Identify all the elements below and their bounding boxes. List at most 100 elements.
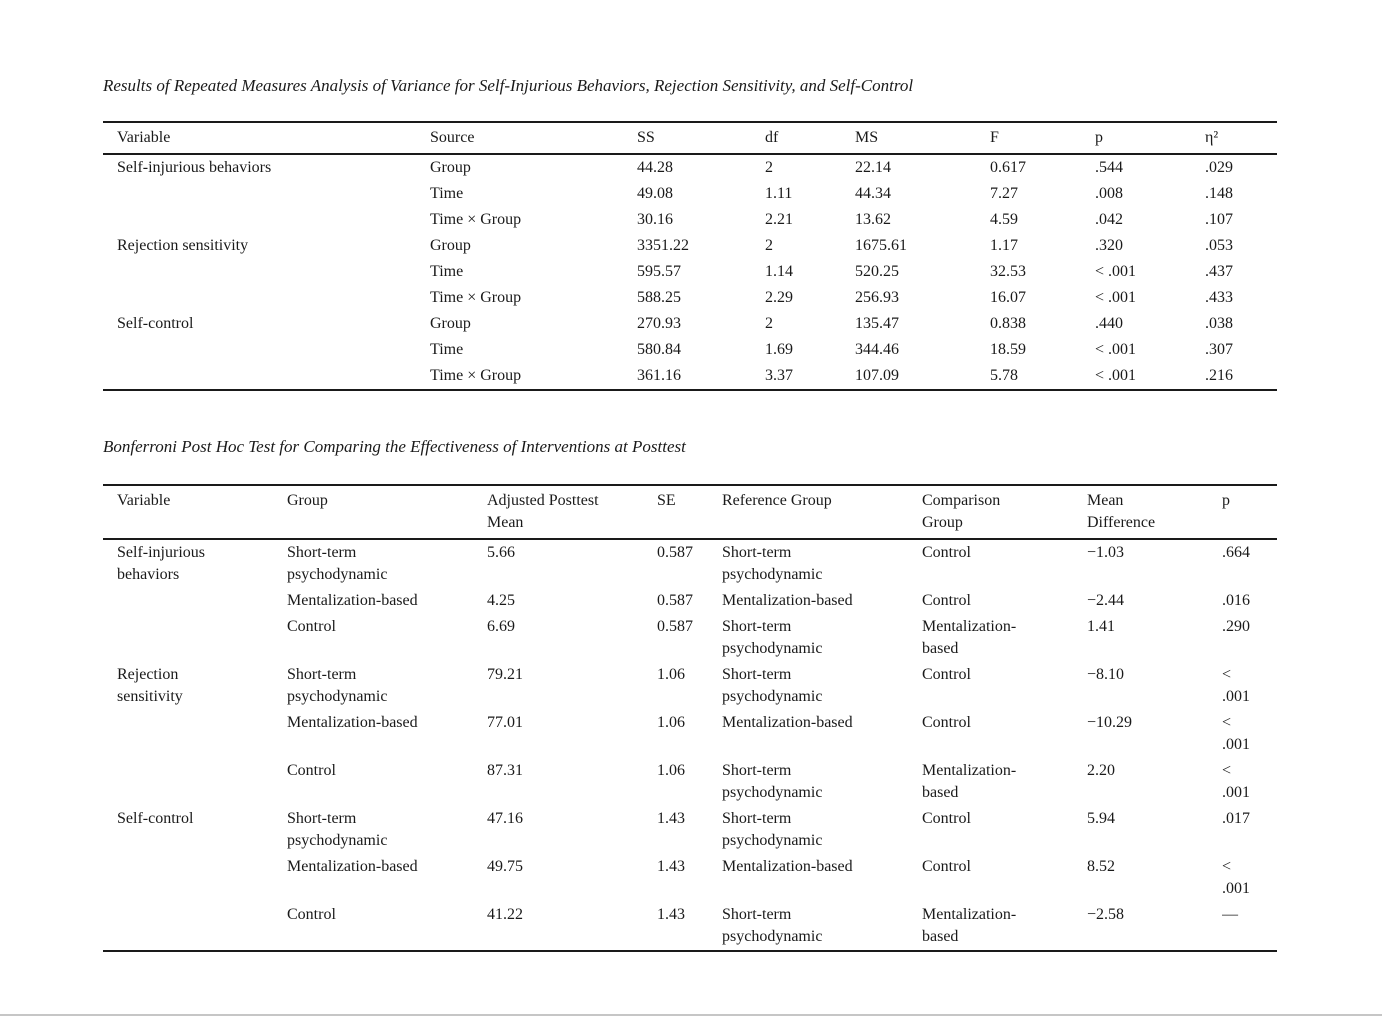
table-cell: .042 xyxy=(1095,211,1123,228)
table-cell: 1.43 xyxy=(657,810,685,827)
table-cell: Control xyxy=(922,666,971,683)
table-cell: 44.28 xyxy=(637,159,673,176)
table-cell: 4.59 xyxy=(990,211,1018,228)
table-cell xyxy=(103,363,430,390)
table-row: Time 595.57 1.14 520.25 32.53 < .001 .437 xyxy=(103,259,1277,285)
table-cell: < .001 xyxy=(1222,858,1250,897)
table-cell: 4.25 xyxy=(487,592,515,609)
table-cell: Mentalization-based xyxy=(287,714,418,731)
table-cell: 49.08 xyxy=(637,185,673,202)
table-cell: 79.21 xyxy=(487,666,523,683)
table-cell: 87.31 xyxy=(487,762,523,779)
table-cell: < .001 xyxy=(1095,341,1137,358)
table-cell: Time × Group xyxy=(430,367,522,384)
table-cell: 580.84 xyxy=(637,341,681,358)
table-cell xyxy=(103,710,287,758)
table-cell: .107 xyxy=(1205,211,1233,228)
table-cell: 0.617 xyxy=(990,159,1026,176)
table-cell: 44.34 xyxy=(855,185,891,202)
table-cell: Short-term psychodynamic xyxy=(287,666,388,705)
table-cell: 1.14 xyxy=(765,263,793,280)
table-row: Mentalization-based 49.75 1.43 Mentalizatio… xyxy=(103,854,1277,902)
table-cell: Short-term psychodynamic xyxy=(722,906,823,945)
table-cell: .216 xyxy=(1205,367,1233,384)
table-cell: Time × Group xyxy=(430,289,522,306)
table-cell: .440 xyxy=(1095,315,1123,332)
table-cell: 5.94 xyxy=(1087,810,1115,827)
table-cell: < .001 xyxy=(1095,263,1137,280)
table-cell: 0.587 xyxy=(657,592,693,609)
table-cell xyxy=(103,902,287,951)
table-cell: 0.838 xyxy=(990,315,1026,332)
table-row: Self-control Group 270.93 2 135.47 0.838 .440.… xyxy=(103,311,1277,337)
table-cell: .016 xyxy=(1222,592,1250,609)
table-cell: −2.44 xyxy=(1087,592,1125,609)
column-header: Mean Difference xyxy=(1087,485,1222,540)
table-row: Time 580.84 1.69 344.46 18.59 < .001 .307 xyxy=(103,337,1277,363)
table-cell: Mentalization-based xyxy=(287,858,418,875)
table-cell: 1.41 xyxy=(1087,618,1115,635)
table-row: Self-injurious behaviors Group 44.28 2 22.14… xyxy=(103,154,1277,181)
table-cell: 18.59 xyxy=(990,341,1026,358)
table-cell xyxy=(103,588,287,614)
column-header: p xyxy=(1222,485,1277,540)
table-cell: 3351.22 xyxy=(637,237,689,254)
table-cell: 1.69 xyxy=(765,341,793,358)
table-cell: −10.29 xyxy=(1087,714,1133,731)
table-cell: 8.52 xyxy=(1087,858,1115,875)
table-cell: Mentalization- based xyxy=(922,906,1017,945)
table-cell: −8.10 xyxy=(1087,666,1125,683)
column-header: Reference Group xyxy=(722,485,922,540)
table-cell: 2 xyxy=(765,159,773,176)
table-cell: Self-control xyxy=(117,315,194,332)
table-cell: 32.53 xyxy=(990,263,1026,280)
column-header: Variable xyxy=(103,485,287,540)
table-cell: Short-term psychodynamic xyxy=(722,810,823,849)
table-cell: .029 xyxy=(1205,159,1233,176)
table-row: Control 41.22 1.43 Short-term psychodynamic… xyxy=(103,902,1277,951)
table-cell: 588.25 xyxy=(637,289,681,306)
table-cell: 6.69 xyxy=(487,618,515,635)
table-cell: 1.11 xyxy=(765,185,793,202)
column-header: F xyxy=(990,122,1095,155)
table-cell: 0.587 xyxy=(657,544,693,561)
table-row: Control 87.31 1.06 Short-term psychodynamic… xyxy=(103,758,1277,806)
table-row: Time × Group 30.16 2.21 13.62 4.59 .042 .107 xyxy=(103,207,1277,233)
table-cell: 22.14 xyxy=(855,159,891,176)
table-cell xyxy=(103,285,430,311)
anova-table-title: Results of Repeated Measures Analysis of… xyxy=(103,76,914,95)
table-cell: Time × Group xyxy=(430,211,522,228)
table-cell: −2.58 xyxy=(1087,906,1125,923)
table-cell: < .001 xyxy=(1095,367,1137,384)
table-cell: Short-term psychodynamic xyxy=(722,666,823,705)
table-cell: 30.16 xyxy=(637,211,673,228)
table-cell: Control xyxy=(287,762,336,779)
table-cell: 7.27 xyxy=(990,185,1018,202)
table-cell: 2.20 xyxy=(1087,762,1115,779)
table-cell: −1.03 xyxy=(1087,544,1125,561)
column-header: Comparison Group xyxy=(922,485,1087,540)
table-cell: Short-term psychodynamic xyxy=(722,618,823,657)
table-cell: Control xyxy=(287,618,336,635)
table-cell xyxy=(103,181,430,207)
table-cell: 1675.61 xyxy=(855,237,907,254)
table-cell: Group xyxy=(430,159,471,176)
table-row: Rejection sensitivity Group 3351.22 2 1675.6… xyxy=(103,233,1277,259)
table-cell: 1.43 xyxy=(657,906,685,923)
column-header: Source xyxy=(430,122,637,155)
page-boundary-line xyxy=(0,1014,1382,1016)
table-cell: 1.06 xyxy=(657,666,685,683)
table-cell: Control xyxy=(922,810,971,827)
column-header: df xyxy=(765,122,855,155)
table-cell: Group xyxy=(430,315,471,332)
table-cell: 2 xyxy=(765,237,773,254)
table-cell: .148 xyxy=(1205,185,1233,202)
table-row: Self-injurious behaviors Short-term psych… xyxy=(103,539,1277,588)
table-cell xyxy=(103,259,430,285)
table-cell: 361.16 xyxy=(637,367,681,384)
table-cell: 344.46 xyxy=(855,341,899,358)
table-cell: Mentalization-based xyxy=(287,592,418,609)
table-cell: .433 xyxy=(1205,289,1233,306)
